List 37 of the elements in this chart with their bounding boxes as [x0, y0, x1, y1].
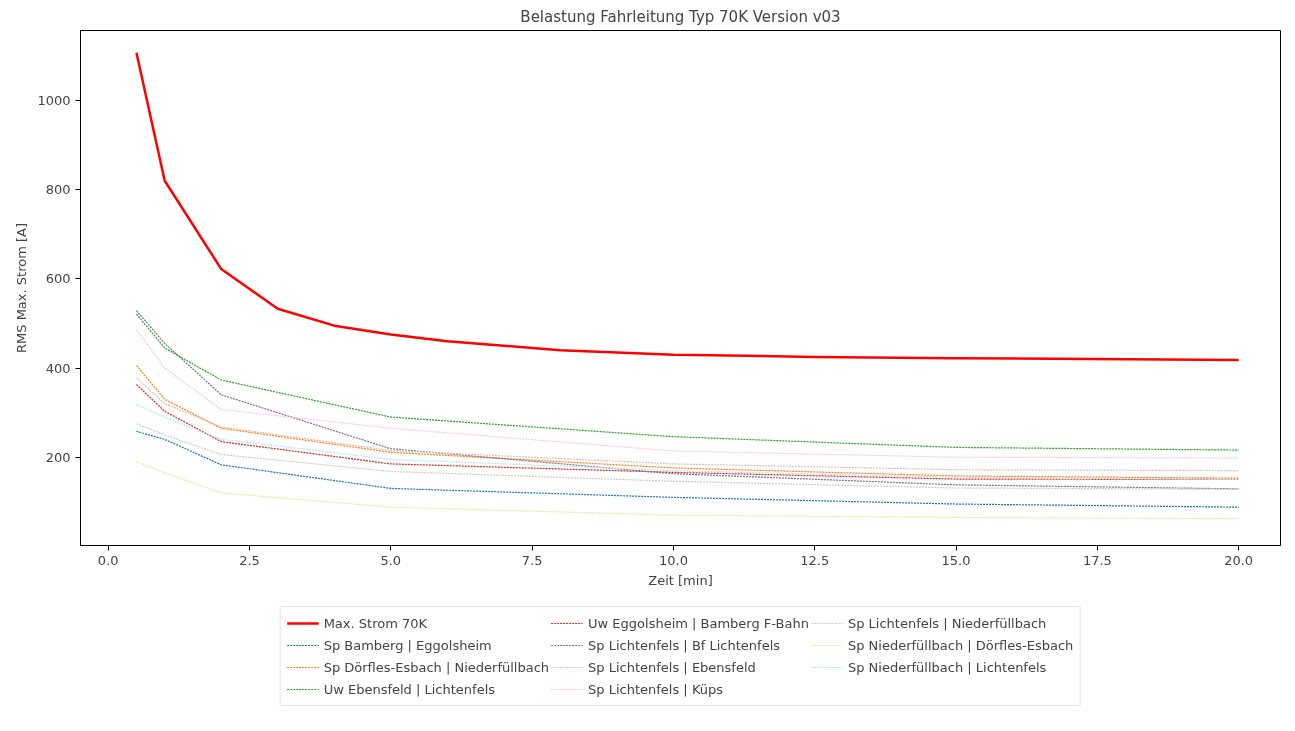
legend-label: Sp Dörfles-Esbach | Niederfüllbach: [323, 659, 550, 675]
line-series: [135, 51, 1240, 362]
x-tick-label: 15.0: [941, 552, 971, 568]
line-series: [135, 404, 1240, 481]
x-tick-label: 10.0: [658, 552, 688, 568]
legend-label: Sp Lichtenfels | Ebensfeld: [588, 659, 756, 675]
line-series: [135, 309, 1240, 490]
x-tick-label: 20.0: [1224, 552, 1254, 568]
line-series: [135, 313, 1240, 451]
chart-title: Belastung Fahrleitung Typ 70K Version v03: [520, 7, 841, 26]
legend-label: Sp Niederfüllbach | Lichtenfels: [847, 659, 1047, 675]
y-axis-title: RMS Max. Strom [A]: [14, 223, 30, 353]
line-series: [135, 461, 1240, 520]
x-axis-title: Zeit [min]: [648, 572, 713, 588]
y-tick-label: 800: [45, 182, 71, 198]
y-tick-label: 200: [45, 449, 71, 465]
legend-label: Max. Strom 70K: [323, 615, 428, 631]
line-series: [135, 423, 1240, 490]
legend-label: Uw Eggolsheim | Bamberg F-Bahn: [588, 615, 809, 631]
legend-label: Sp Lichtenfels | Niederfüllbach: [847, 615, 1047, 631]
legend-label: Uw Ebensfeld | Lichtenfels: [323, 681, 496, 697]
x-tick-label: 5.0: [380, 552, 402, 568]
legend-label: Sp Lichtenfels | Küps: [588, 681, 724, 697]
y-tick-label: 400: [45, 360, 71, 376]
x-tick-label: 7.5: [521, 552, 543, 568]
legend-label: Sp Niederfüllbach | Dörfles-Esbach: [847, 637, 1074, 653]
x-tick-label: 0.0: [97, 552, 119, 568]
y-tick-label: 1000: [37, 93, 71, 108]
line-series: [135, 364, 1240, 479]
line-series: [135, 430, 1240, 508]
x-tick-label: 2.5: [239, 552, 260, 568]
y-tick-label: 600: [45, 271, 71, 287]
legend-label: Sp Bamberg | Eggolsheim: [323, 637, 492, 653]
x-tick-label: 12.5: [800, 552, 830, 568]
x-tick-label: 17.5: [1082, 552, 1112, 568]
line-series: [135, 329, 1240, 459]
legend-label: Sp Lichtenfels | Bf Lichtenfels: [588, 637, 781, 653]
